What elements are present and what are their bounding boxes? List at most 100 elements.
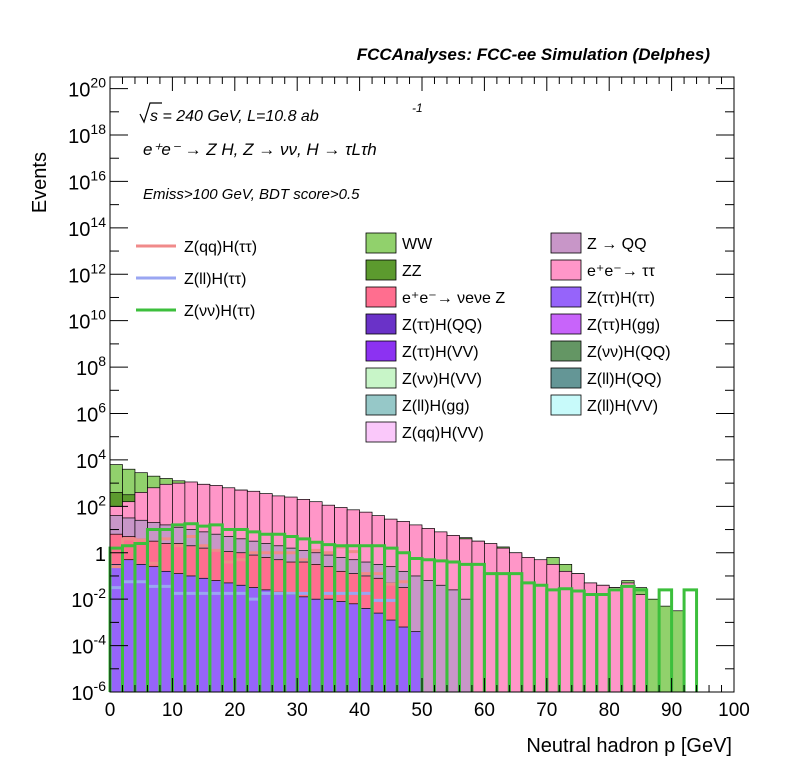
histogram-bar <box>583 582 598 693</box>
legend-swatch <box>550 286 582 308</box>
histogram-bar <box>309 598 323 693</box>
histogram-bar <box>359 608 373 693</box>
x-tick-label: 80 <box>599 700 620 721</box>
y-tick-label: 106 <box>76 400 106 427</box>
stack-z-h <box>109 559 423 693</box>
x-tick-label: 60 <box>474 700 495 721</box>
svg-text:s = 240 GeV, L=10.8 ab: s = 240 GeV, L=10.8 ab <box>150 108 319 125</box>
sqrt-symbol <box>139 102 162 124</box>
x-tick-label: 40 <box>349 700 370 721</box>
y-tick-label: 104 <box>76 446 106 473</box>
legend-swatch <box>365 232 397 254</box>
legend-entry-z-h-qq: Z(ττ)H(QQ) <box>365 313 482 335</box>
legend-entry-z-qq: Z → QQ <box>550 232 647 254</box>
histogram-bar <box>271 591 286 693</box>
energy-prefix: s <box>150 108 158 125</box>
legend-line-z-h: Z(νν)H(ττ) <box>136 303 255 320</box>
histogram-bar <box>633 594 647 693</box>
x-tick-label: 0 <box>105 700 116 721</box>
legend-swatch <box>550 340 582 362</box>
histogram-bar <box>334 601 348 693</box>
legend-entry-z-h: Z(ττ)H(ττ) <box>550 286 655 308</box>
legend-entry-z-qq-h-vv: Z(qq)H(VV) <box>365 421 484 443</box>
x-tick-label: 20 <box>224 700 245 721</box>
legend-label: Z(qq)H(VV) <box>402 425 484 442</box>
signal-step <box>657 588 674 692</box>
y-tick-label: 1018 <box>68 121 106 148</box>
histogram-bar <box>421 580 435 693</box>
legend-swatch <box>550 232 582 254</box>
y-tick-label: 1016 <box>68 167 106 194</box>
legend-label: Z(ττ)H(QQ) <box>402 317 482 334</box>
x-axis-label: Neutral hadron p [GeV] <box>526 735 732 757</box>
y-tick-label: 10-6 <box>71 678 106 705</box>
histogram-bar <box>496 547 510 693</box>
legend-entry-z-ll-h-vv: Z(ll)H(VV) <box>550 394 658 416</box>
legend-entry-zz: ZZ <box>365 259 422 281</box>
histogram-bar <box>646 598 660 693</box>
histogram-bar <box>533 559 548 693</box>
legend-label: e⁺e⁻→ νeνe Z <box>402 290 505 307</box>
legend-entry-e-e-e-e-z: e⁺e⁻→ νeνe Z <box>365 286 505 308</box>
legend: Z(qq)H(ττ) Z(ll)H(ττ) Z(νν)H(ττ) WW ZZ e⁺e⁻→ … <box>136 232 671 443</box>
y-tick-label: 1010 <box>68 307 106 334</box>
chart-title: FCCAnalyses: FCC-ee Simulation (Delphes) <box>357 45 711 64</box>
legend-label: Z(ττ)H(gg) <box>587 317 660 334</box>
y-tick-label: 10-2 <box>71 585 106 612</box>
x-tick-label: 100 <box>718 700 750 721</box>
signal-step <box>632 588 649 692</box>
histogram-bar <box>246 587 261 693</box>
legend-entry-z-ll-h-qq: Z(ll)H(QQ) <box>550 367 662 389</box>
signal-line-z-h <box>108 522 699 692</box>
x-tick-label: 10 <box>162 700 183 721</box>
histogram-bar <box>284 594 298 693</box>
cuts-annotation: Emiss>100 GeV, BDT score>0.5 <box>143 186 360 203</box>
histogram-bar <box>484 543 498 693</box>
histogram-bar <box>346 603 360 693</box>
process-annotation: e⁺e⁻ → Z H, Z → νν, H → τLτh <box>143 140 377 159</box>
y-axis-label: Events <box>29 152 51 213</box>
y-tick-label: 1012 <box>68 260 106 287</box>
histogram-bar <box>109 564 123 693</box>
histogram-bar <box>546 564 560 693</box>
legend-swatch <box>365 313 397 335</box>
legend-swatch <box>365 367 397 389</box>
legend-label: Z(ll)H(VV) <box>587 398 658 415</box>
legend-label: WW <box>402 236 433 253</box>
legend-label: e⁺e⁻→ ττ <box>587 263 655 280</box>
legend-swatch <box>365 340 397 362</box>
histogram-bar <box>396 626 410 693</box>
histogram-bar <box>159 570 173 693</box>
legend-entry-e-e: e⁺e⁻→ ττ <box>550 259 655 281</box>
legend-entry-z-h-gg: Z(ττ)H(gg) <box>550 313 660 335</box>
histogram-bar <box>134 564 148 693</box>
legend-label: Z(νν)H(QQ) <box>587 344 671 361</box>
histogram-bar <box>409 631 423 693</box>
histogram-bar <box>296 596 311 693</box>
histogram-bar <box>321 598 335 693</box>
histogram-bar <box>371 612 385 693</box>
histogram-bar <box>197 577 211 693</box>
histogram-bar <box>384 619 398 693</box>
y-tick-label: 1020 <box>68 75 106 102</box>
energy-exponent: -1 <box>412 101 423 115</box>
energy-annotation: s = 240 GeV, L=10.8 ab -1 <box>139 101 423 125</box>
legend-label: Z(νν)H(VV) <box>402 371 482 388</box>
legend-label: Z(ll)H(ττ) <box>184 271 246 288</box>
y-tick-label: 108 <box>76 353 106 380</box>
legend-label: Z(νν)H(ττ) <box>184 303 255 320</box>
y-tick-label: 1014 <box>68 214 106 241</box>
legend-entry-z-h-vv: Z(νν)H(VV) <box>365 367 482 389</box>
histogram-bar <box>234 584 248 693</box>
legend-swatch <box>550 259 582 281</box>
legend-swatch <box>550 313 582 335</box>
y-tick-label: 1 <box>95 544 106 566</box>
legend-label: Z(ττ)H(ττ) <box>587 290 655 307</box>
x-tick-label: 70 <box>536 700 557 721</box>
axes-layer: 0 10 20 30 40 50 60 70 80 90 100102010181016101410… <box>68 75 750 721</box>
legend-label: Z(qq)H(ττ) <box>184 239 257 256</box>
x-tick-label: 50 <box>411 700 432 721</box>
legend-swatch <box>550 394 582 416</box>
